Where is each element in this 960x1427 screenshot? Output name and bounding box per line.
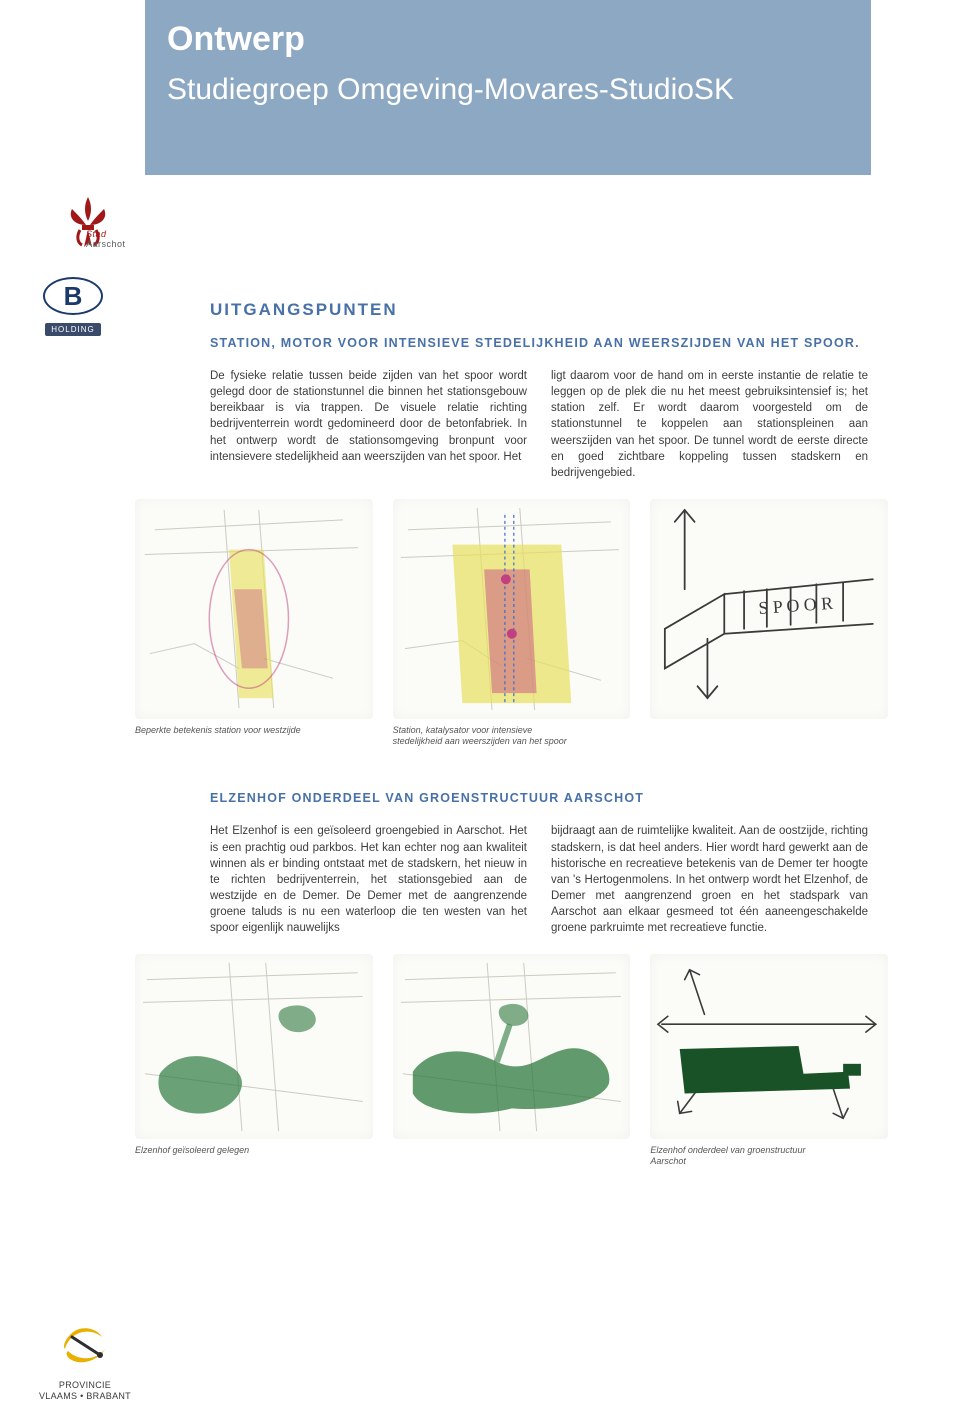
section-subtitle-elzenhof: ELZENHOF ONDERDEEL VAN GROENSTRUCTUUR AA… <box>210 789 868 807</box>
diagram-station-before <box>135 499 373 719</box>
body-col-left: De fysieke relatie tussen beide zijden v… <box>210 368 527 481</box>
provincie-mark-icon <box>60 1319 110 1369</box>
header: 1 Ontwerp Studiegroep Omgeving-Movares-S… <box>0 0 960 180</box>
diagram-row-station: S P O O R <box>135 499 888 719</box>
section-subtitle-station: STATION, MOTOR VOOR INTENSIEVE STEDELIJK… <box>210 334 868 352</box>
section-body-elzenhof: Het Elzenhof is een geïsoleerd groengebi… <box>210 823 868 936</box>
header-subtitle: Studiegroep Omgeving-Movares-StudioSK <box>167 73 871 107</box>
body-col-right: bijdraagt aan de ruimtelijke kwaliteit. … <box>551 823 868 936</box>
caption-elzenhof-before: Elzenhof geïsoleerd gelegen <box>135 1145 315 1156</box>
aarschot-label: Stad Aarschot <box>86 229 138 249</box>
section-body-station: De fysieke relatie tussen beide zijden v… <box>210 368 868 481</box>
diagram-elzenhof-before <box>135 954 373 1139</box>
captions-row-elzenhof: Elzenhof geïsoleerd gelegen Elzenhof ond… <box>135 1145 888 1168</box>
logo-nmbs-holding: B HOLDING <box>38 277 108 337</box>
page-number: 1 <box>48 55 129 200</box>
body-col-right: ligt daarom voor de hand om in eerste in… <box>551 368 868 481</box>
holding-tag: HOLDING <box>45 323 100 336</box>
caption-station-before: Beperkte betekenis station voor westzijd… <box>135 725 315 736</box>
logos-column: Stad Aarschot B HOLDING <box>38 195 158 337</box>
header-panel: Ontwerp Studiegroep Omgeving-Movares-Stu… <box>145 0 871 175</box>
content: UITGANGSPUNTEN STATION, MOTOR VOOR INTEN… <box>210 180 868 1168</box>
header-title: Ontwerp <box>167 20 871 59</box>
captions-row-station: Beperkte betekenis station voor westzijd… <box>135 725 888 748</box>
body-col-left: Het Elzenhof is een geïsoleerd groengebi… <box>210 823 527 936</box>
diagram-row-elzenhof <box>135 954 888 1139</box>
caption-elzenhof-after: Elzenhof onderdeel van groenstructuur Aa… <box>650 1145 830 1168</box>
caption-station-after: Station, katalysator voor intensieve ste… <box>393 725 573 748</box>
logo-provincie-vlaams-brabant: PROVINCIE VLAAMS • BRABANT <box>30 1319 140 1402</box>
diagram-spoor-sketch: S P O O R <box>650 499 888 719</box>
diagram-elzenhof-sketch <box>650 954 888 1139</box>
nmbs-b-icon: B <box>43 277 103 315</box>
diagram-elzenhof-after <box>393 954 631 1139</box>
section-title-uitgangspunten: UITGANGSPUNTEN <box>210 300 868 320</box>
provincie-label: PROVINCIE VLAAMS • BRABANT <box>30 1380 140 1402</box>
svg-text:S P O O R: S P O O R <box>758 593 834 618</box>
diagram-station-after <box>393 499 631 719</box>
